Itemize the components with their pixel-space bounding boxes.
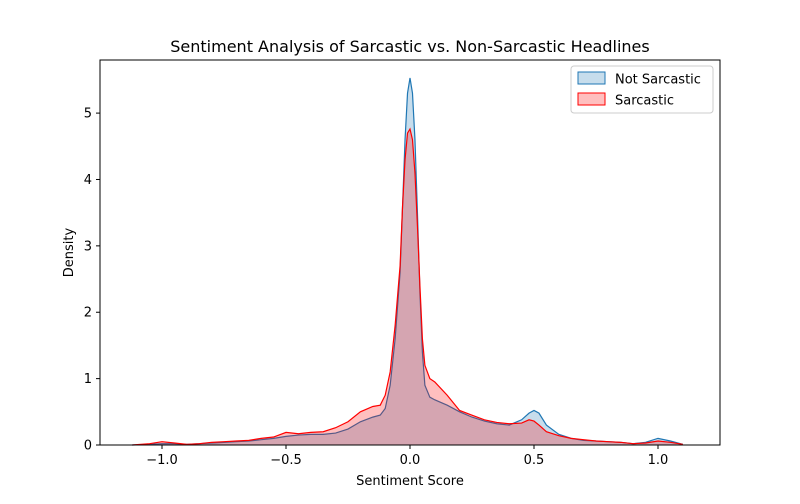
x-tick-label: −1.0 — [146, 453, 178, 468]
x-axis-ticks: −1.0 −0.5 0.0 0.5 1.0 — [146, 445, 668, 468]
legend-swatch-sarcastic — [577, 92, 606, 106]
series-line-sarcastic — [132, 127, 683, 446]
legend-label-not-sarcastic: Not Sarcastic — [615, 73, 701, 88]
x-tick-label: 1.0 — [648, 453, 669, 468]
chart-title: Sentiment Analysis of Sarcastic vs. Non-… — [170, 37, 649, 56]
y-tick-label: 5 — [84, 107, 92, 122]
legend: Not Sarcastic Sarcastic — [570, 65, 714, 114]
y-tick-label: 1 — [84, 372, 92, 387]
series-layer — [132, 77, 683, 446]
y-tick-label: 2 — [84, 306, 92, 321]
y-axis-ticks: 0 1 2 3 4 5 — [84, 107, 100, 454]
area-fill-sarcastic — [132, 129, 683, 445]
legend-swatch-not-sarcastic — [577, 71, 606, 85]
legend-frame — [570, 65, 714, 114]
x-axis-label: Sentiment Score — [356, 474, 464, 489]
y-tick-label: 0 — [84, 439, 92, 454]
x-tick-label: 0.5 — [524, 453, 545, 468]
legend-label-sarcastic: Sarcastic — [615, 94, 674, 109]
area-fill-not-sarcastic — [132, 77, 683, 446]
series-line-not-sarcastic — [132, 77, 683, 446]
y-tick-label: 3 — [84, 239, 92, 254]
y-tick-label: 4 — [84, 173, 92, 188]
x-tick-label: −0.5 — [270, 453, 302, 468]
y-axis-label: Density — [62, 227, 77, 277]
x-tick-label: 0.0 — [400, 453, 421, 468]
